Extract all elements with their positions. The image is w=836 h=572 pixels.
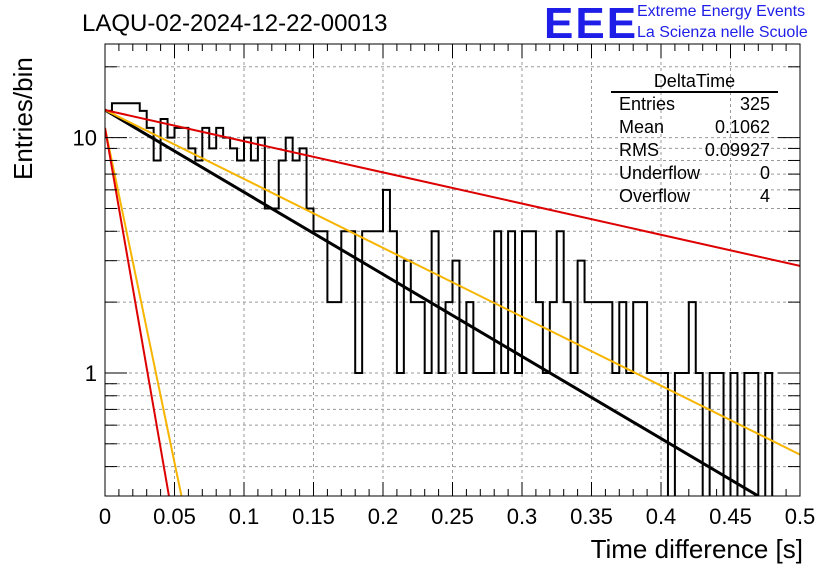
- y-tick-label: 10: [73, 126, 97, 151]
- axis-ticks: 0 0.05 0.1 0.15 0.2 0.25 0.3 0.35 0.4 0.45 0.5 1 10: [73, 44, 816, 529]
- fit-curve-red: [105, 127, 170, 496]
- y-axis-label: Entries/bin: [8, 57, 38, 180]
- stats-row-label: Entries: [619, 94, 675, 114]
- brand-line-1: Extreme Energy Events: [637, 3, 806, 20]
- stats-row-value: 4: [760, 186, 770, 206]
- stats-box: DeltaTime Entries 325 Mean 0.1062 RMS 0.09927U…: [611, 71, 778, 206]
- x-tick-label: 0.1: [229, 504, 260, 529]
- x-tick-label: 0: [99, 504, 111, 529]
- x-tick-label: 0.4: [646, 504, 677, 529]
- stats-row-label: Overflow: [619, 186, 691, 206]
- stats-row-value: 0: [760, 163, 770, 183]
- stats-row-label: RMS: [619, 140, 659, 160]
- stats-row-label: Underflow: [619, 163, 701, 183]
- brand-line-2: La Scienza nelle Scuole: [637, 24, 808, 41]
- fit-curve-red: [105, 109, 800, 267]
- histogram-layer: [105, 102, 774, 496]
- x-tick-label: 0.35: [570, 504, 613, 529]
- chart-title: LAQU-02-2024-12-22-00013: [82, 10, 388, 37]
- stats-box-name: DeltaTime: [654, 71, 735, 91]
- fit-curves-layer: [105, 108, 800, 496]
- stats-row-value: 0.09927: [705, 140, 770, 160]
- histogram-outline: [105, 102, 774, 496]
- grid-lines: [105, 44, 800, 497]
- x-tick-label: 0.5: [785, 504, 816, 529]
- x-tick-label: 0.45: [709, 504, 752, 529]
- x-tick-label: 0.15: [292, 504, 335, 529]
- fit-curve-black: [105, 108, 760, 496]
- fit-curve-orange: [105, 127, 183, 496]
- x-tick-label: 0.3: [507, 504, 538, 529]
- x-tick-label: 0.25: [431, 504, 474, 529]
- x-tick-label: 0.05: [153, 504, 196, 529]
- stats-row-label: Mean: [619, 117, 664, 137]
- x-axis-label: Time difference [s]: [590, 534, 803, 564]
- fit-curve-orange: [105, 109, 800, 456]
- y-tick-label: 1: [85, 361, 97, 386]
- eee-logo: EEE: [544, 0, 639, 48]
- stats-row-value: 325: [740, 94, 770, 114]
- stats-row-value: 0.1062: [715, 117, 770, 137]
- x-tick-label: 0.2: [368, 504, 399, 529]
